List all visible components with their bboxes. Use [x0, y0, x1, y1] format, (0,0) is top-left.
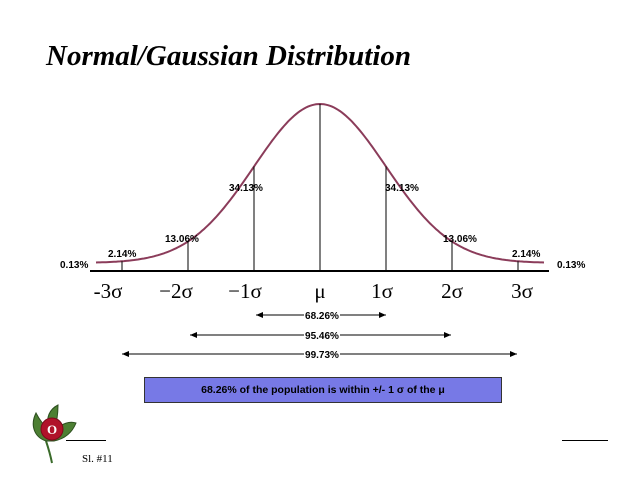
- tail-label-right: 0.13%: [557, 260, 585, 271]
- tail-label-left: 0.13%: [60, 260, 88, 271]
- axis-label-neg1: −1σ: [228, 279, 262, 303]
- axis-label-mu: μ: [314, 279, 325, 303]
- range-label-3sigma: 99.73%: [305, 350, 339, 361]
- range-arrow-1sigma: [256, 309, 386, 321]
- segment-label-1: 2.14%: [108, 249, 136, 260]
- slide-title: Normal/Gaussian Distribution: [46, 40, 412, 72]
- range-arrow-3sigma: [122, 348, 517, 360]
- summary-banner: 68.26% of the population is within +/- 1…: [144, 377, 502, 403]
- buckeye-leaf-logo: O: [32, 404, 77, 464]
- summary-banner-text: 68.26% of the population is within +/- 1…: [201, 384, 445, 396]
- range-label-1sigma: 68.26%: [305, 311, 339, 322]
- segment-label-6: 2.14%: [512, 249, 540, 260]
- footer-rule-right: [562, 440, 608, 441]
- axis-label-neg2: −2σ: [159, 279, 193, 303]
- range-arrow-2sigma: [190, 329, 451, 341]
- axis-label-neg3: -3σ: [94, 279, 123, 303]
- axis-label-pos3: 3σ: [511, 279, 533, 303]
- svg-text:O: O: [47, 422, 57, 437]
- axis-label-pos1: 1σ: [371, 279, 393, 303]
- segment-label-2: 13.06%: [165, 234, 199, 245]
- footer-rule-left: [66, 440, 106, 441]
- slide-number: Sl. #11: [82, 453, 113, 465]
- segment-label-5: 13.06%: [443, 234, 477, 245]
- sigma-dividers: [121, 104, 519, 271]
- range-label-2sigma: 95.46%: [305, 331, 339, 342]
- segment-label-3: 34.13%: [229, 183, 263, 194]
- axis-label-pos2: 2σ: [441, 279, 463, 303]
- segment-label-4: 34.13%: [385, 183, 419, 194]
